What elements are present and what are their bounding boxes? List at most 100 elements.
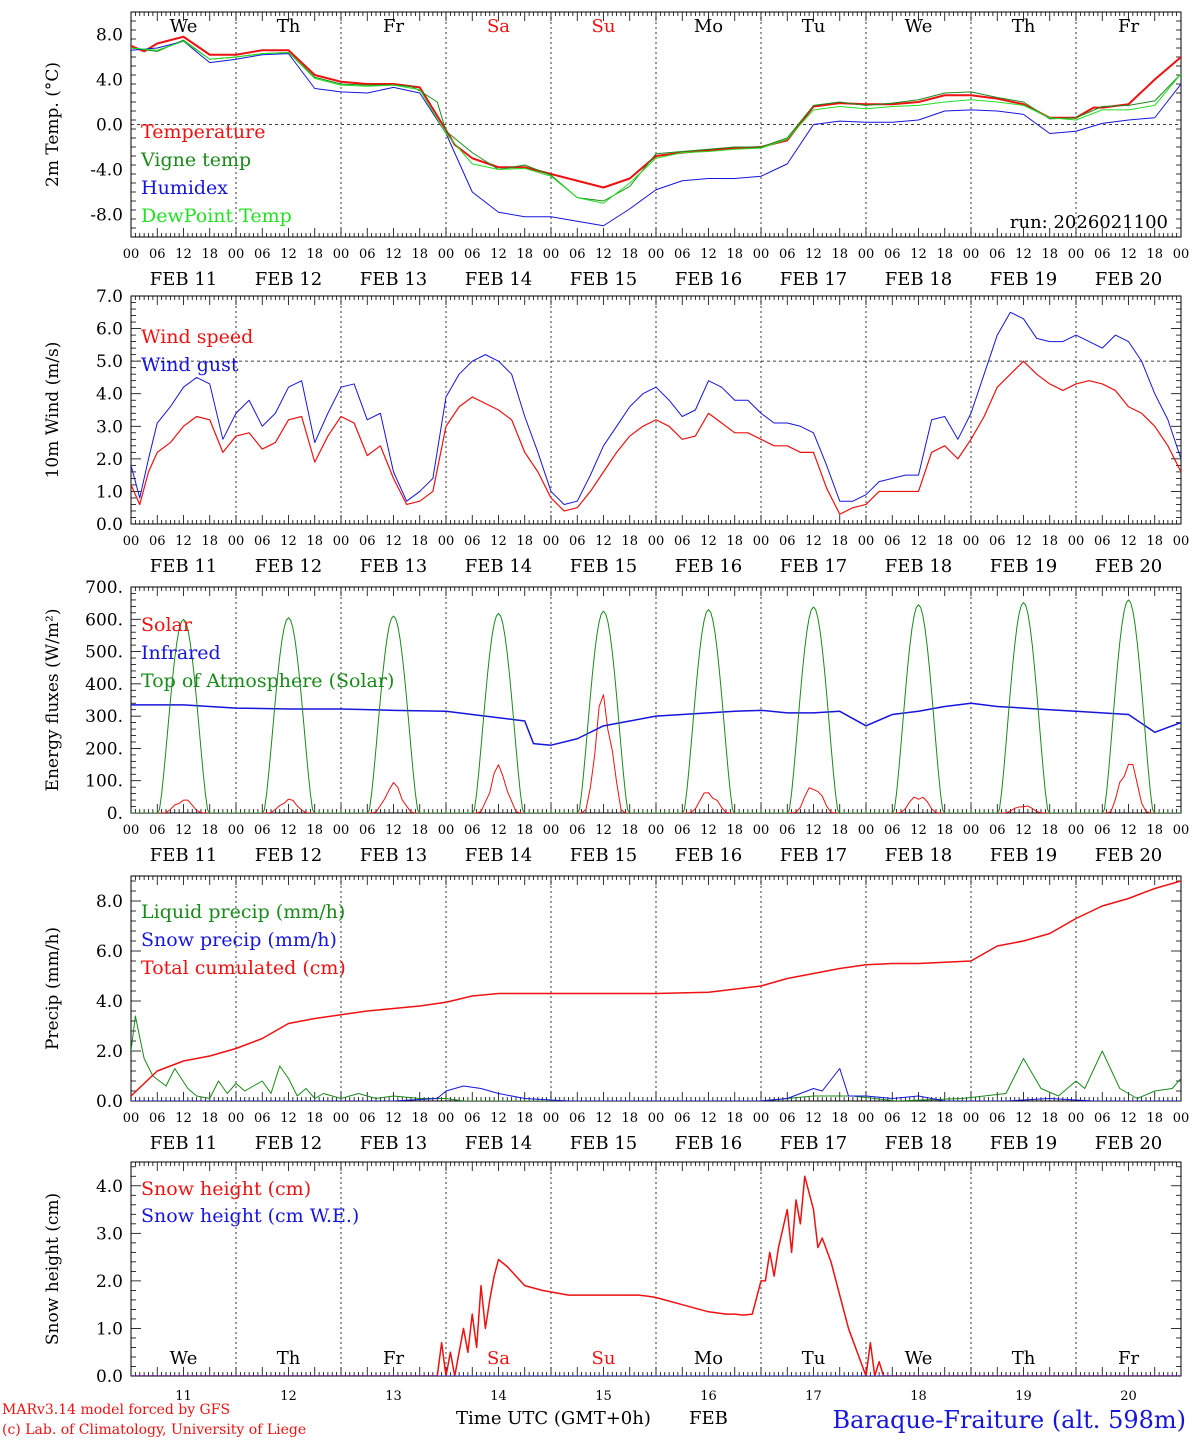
panel-energy: 0. 100. 200. 300. 400. 500. 600. 700. Energy flu… — [43, 578, 1189, 866]
hour-tick-label: 12 — [700, 247, 717, 262]
hour-tick-label: 00 — [123, 534, 140, 549]
hour-tick-label: 06 — [359, 247, 376, 262]
y-axis-label: Precip (mm/h) — [43, 927, 63, 1050]
legend-entry: Infrared — [141, 642, 221, 664]
weekday-label: Th — [277, 16, 301, 37]
series-liquid-precip-mm-h-line — [131, 1015, 1181, 1101]
legend-entry: Vigne temp — [140, 149, 251, 171]
hour-tick-label: 00 — [228, 534, 245, 549]
date-label: FEB 17 — [780, 1133, 847, 1154]
hour-tick-label: 12 — [1015, 823, 1032, 838]
hour-tick-label: 12 — [280, 534, 297, 549]
date-label: FEB 15 — [570, 269, 637, 290]
hour-tick-label: 06 — [989, 247, 1006, 262]
hour-tick-label: 18 — [306, 1111, 323, 1126]
hour-tick-label: 00 — [333, 247, 350, 262]
hour-tick-label: 18 — [831, 1111, 848, 1126]
date-label: FEB 14 — [465, 1133, 532, 1154]
date-label: FEB 15 — [570, 1133, 637, 1154]
series-solar-line — [131, 694, 1181, 813]
hour-tick-label: 18 — [936, 1111, 953, 1126]
hour-tick-label: 18 — [621, 247, 638, 262]
day-number-label: 20 — [1120, 1389, 1137, 1404]
hour-tick-label: 18 — [201, 534, 218, 549]
hour-tick-label: 00 — [753, 1111, 770, 1126]
y-tick-label: 200. — [85, 739, 123, 759]
y-tick-label: 8.0 — [96, 892, 123, 912]
y-tick-label: 4.0 — [96, 1177, 123, 1197]
hour-tick-label: 06 — [149, 247, 166, 262]
hour-tick-label: 12 — [385, 1111, 402, 1126]
series-dewpoint-temp-line — [131, 40, 1181, 204]
hour-tick-label: 12 — [280, 823, 297, 838]
date-label: FEB 11 — [150, 556, 217, 577]
hour-tick-label: 00 — [543, 247, 560, 262]
credit-line1: MARv3.14 model forced by GFS — [2, 1402, 230, 1418]
date-label: FEB 13 — [360, 845, 427, 866]
weekday-label: We — [905, 1348, 933, 1369]
hour-tick-label: 18 — [516, 823, 533, 838]
hour-tick-label: 18 — [1041, 1111, 1058, 1126]
date-label: FEB 17 — [780, 845, 847, 866]
hour-tick-label: 06 — [149, 1111, 166, 1126]
hour-tick-label: 00 — [648, 247, 665, 262]
hour-tick-label: 00 — [753, 534, 770, 549]
series-snow-precip-mm-h-line — [131, 1068, 1181, 1101]
hour-tick-label: 18 — [516, 247, 533, 262]
hour-tick-label: 00 — [228, 823, 245, 838]
series-wind-speed-line — [131, 360, 1181, 515]
hour-tick-label: 12 — [280, 247, 297, 262]
hour-tick-label: 18 — [1146, 534, 1163, 549]
hour-tick-label: 00 — [648, 534, 665, 549]
hour-tick-label: 06 — [569, 1111, 586, 1126]
day-number-label: 14 — [490, 1389, 507, 1404]
hour-tick-label: 06 — [359, 823, 376, 838]
date-label: FEB 17 — [780, 269, 847, 290]
series-vigne-temp-line — [131, 39, 1181, 202]
date-label: FEB 12 — [255, 556, 322, 577]
hour-tick-label: 06 — [254, 1111, 271, 1126]
legend-entry: Snow height (cm) — [141, 1178, 311, 1200]
hour-tick-label: 00 — [963, 1111, 980, 1126]
legend-entry: Wind speed — [141, 326, 253, 348]
date-label: FEB 13 — [360, 269, 427, 290]
weekday-label: We — [905, 16, 933, 37]
hour-tick-label: 12 — [595, 1111, 612, 1126]
hour-tick-label: 18 — [621, 1111, 638, 1126]
date-label: FEB 12 — [255, 845, 322, 866]
y-tick-label: 4.0 — [96, 385, 123, 405]
hour-tick-label: 00 — [333, 534, 350, 549]
hour-tick-label: 00 — [438, 823, 455, 838]
hour-tick-label: 12 — [490, 1111, 507, 1126]
hour-tick-label: 06 — [464, 1111, 481, 1126]
hour-tick-label: 00 — [543, 534, 560, 549]
hour-tick-label: 06 — [779, 823, 796, 838]
hour-tick-label: 00 — [963, 247, 980, 262]
hour-tick-label: 12 — [385, 247, 402, 262]
y-tick-label: 700. — [85, 578, 123, 598]
y-tick-label: 0.0 — [96, 515, 123, 535]
series-snow-height-cm-line — [131, 1175, 1181, 1376]
hour-tick-label: 12 — [175, 1111, 192, 1126]
hour-tick-label: 12 — [385, 534, 402, 549]
date-label: FEB 20 — [1095, 269, 1162, 290]
hour-tick-label: 12 — [490, 823, 507, 838]
x-axis-label: Time UTC (GMT+0h) — [456, 1408, 651, 1429]
hour-tick-label: 06 — [779, 247, 796, 262]
y-tick-label: 3.0 — [96, 417, 123, 437]
date-label: FEB 14 — [465, 269, 532, 290]
date-label: FEB 19 — [990, 1133, 1057, 1154]
hour-tick-label: 12 — [1120, 534, 1137, 549]
day-number-label: 18 — [910, 1389, 927, 1404]
date-label: FEB 15 — [570, 845, 637, 866]
weekday-label: We — [170, 16, 198, 37]
y-axis-label: 2m Temp. (°C) — [43, 62, 63, 187]
hour-tick-label: 12 — [280, 1111, 297, 1126]
weekday-label: Fr — [1118, 1348, 1139, 1369]
hour-tick-label: 00 — [1173, 247, 1190, 262]
series-wind-gust-line — [131, 311, 1181, 505]
hour-tick-label: 18 — [936, 534, 953, 549]
date-label: FEB 18 — [885, 1133, 952, 1154]
hour-tick-label: 18 — [306, 534, 323, 549]
hour-tick-label: 00 — [1068, 534, 1085, 549]
